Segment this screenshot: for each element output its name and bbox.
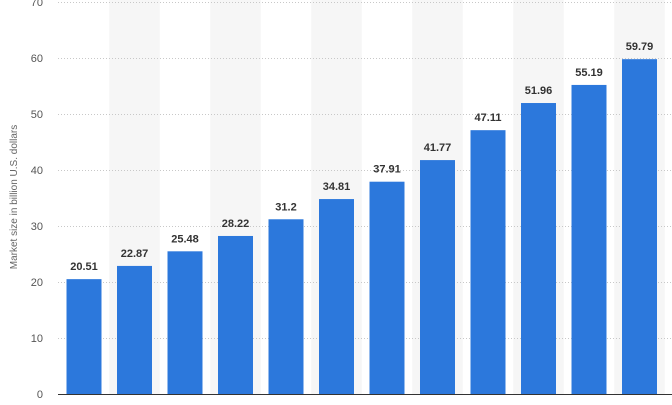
bars <box>66 59 657 395</box>
bar <box>521 103 556 395</box>
bar-value-label: 31.2 <box>275 201 296 213</box>
bar <box>420 160 455 394</box>
y-tick-label: 70 <box>31 0 43 9</box>
bar-value-label: 37.91 <box>373 164 401 176</box>
bar-value-label: 59.79 <box>626 41 654 53</box>
y-tick-label: 50 <box>31 109 43 121</box>
y-tick-label: 10 <box>31 333 43 345</box>
bar-value-labels: 20.51 22.87 25.48 28.22 31.2 34.81 37.91 41.77 4… <box>70 41 653 273</box>
bar <box>268 219 304 394</box>
bar <box>369 181 405 394</box>
bar <box>622 59 657 395</box>
bar-value-label: 51.96 <box>525 85 553 97</box>
bar <box>218 235 253 394</box>
y-tick-label: 30 <box>31 221 43 233</box>
bar-value-label: 22.87 <box>121 248 149 260</box>
bar-value-label: 34.81 <box>323 181 351 193</box>
y-tick-label: 40 <box>31 165 43 177</box>
bar-value-label: 25.48 <box>171 233 199 245</box>
bar-value-label: 47.11 <box>475 112 502 124</box>
bar <box>571 84 607 394</box>
y-tick-label: 20 <box>31 277 43 289</box>
bar <box>167 251 203 394</box>
y-axis-label: Market size in billion U.S. dollars <box>9 125 20 270</box>
y-tick-labels: 0 10 20 30 40 50 60 70 <box>31 0 43 401</box>
bar <box>66 279 102 394</box>
bar-value-label: 28.22 <box>222 218 250 230</box>
bar-value-label: 41.77 <box>424 142 452 154</box>
bar <box>470 130 506 394</box>
bar <box>319 199 354 394</box>
y-tick-label: 0 <box>37 389 43 401</box>
bar-value-label: 20.51 <box>70 261 98 273</box>
y-gridlines <box>58 2 672 339</box>
bar-value-label: 55.19 <box>575 67 603 79</box>
bar <box>117 265 152 394</box>
y-tick-label: 60 <box>31 53 43 65</box>
